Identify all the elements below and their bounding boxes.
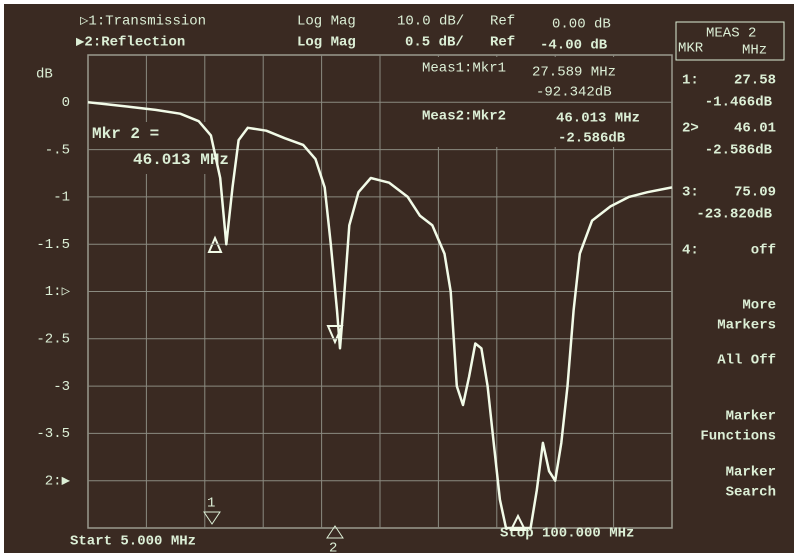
axis-marker-2: 2: [329, 541, 337, 557]
y-tick-label: -.5: [45, 142, 70, 158]
annotation-line1: Mkr 2 =: [92, 125, 159, 143]
scale2: 0.5 dB/: [405, 35, 464, 51]
panel-marker-text: 27.58: [734, 73, 776, 89]
format2: Log Mag: [297, 35, 356, 51]
softkey-label: Functions: [700, 429, 776, 445]
panel-marker-text: 2>: [682, 121, 699, 137]
y-tick-label: -3: [53, 379, 70, 395]
softkey-label: Marker: [726, 409, 776, 425]
panel-marker-text: -2.586dB: [705, 143, 773, 159]
y-tick-label: 2:▶: [45, 473, 71, 489]
softkey-label: All Off: [717, 353, 776, 369]
y-tick-label: 1:▷: [45, 284, 71, 300]
panel-marker-text: off: [751, 243, 776, 259]
panel-marker-text: 75.09: [734, 185, 776, 201]
start: Start 5.000 MHz: [70, 534, 196, 550]
ref2: Ref: [490, 35, 515, 51]
panel-marker-text: -1.466dB: [705, 95, 773, 111]
y-tick-label: -3.5: [36, 426, 70, 442]
y-tick-label: 0: [62, 95, 70, 111]
meas1-freq: 27.589 MHz: [532, 65, 616, 81]
trace2: ▶2:Reflection: [76, 35, 185, 51]
panel-marker-text: -23.820dB: [696, 207, 772, 223]
screen: ▷1:Transmission ▶2:Reflection Log Mag Lo…: [0, 0, 798, 557]
scale1: 10.0 dB/: [397, 14, 464, 30]
meas1-label: Meas1:Mkr1: [422, 61, 506, 77]
softkey-label: More: [742, 298, 776, 314]
panel-sub1: MKR: [678, 41, 704, 57]
softkey-label: Search: [726, 485, 776, 501]
ref1: Ref: [490, 14, 515, 30]
refval2: -4.00 dB: [540, 38, 608, 54]
panel-marker-text: 1:: [682, 73, 699, 89]
y-tick-label: -2.5: [36, 332, 70, 348]
trace1: ▷1:Transmission: [80, 14, 206, 30]
panel-marker-text: 3:: [682, 185, 699, 201]
panel-title: MEAS 2: [706, 26, 756, 42]
axis-marker-1: 1: [207, 496, 215, 512]
softkey-label: Marker: [726, 465, 776, 481]
format1: Log Mag: [297, 14, 356, 30]
meas2-label: Meas2:Mkr2: [422, 109, 506, 125]
y-tick-label: -1: [53, 190, 70, 206]
y-unit: dB: [36, 67, 53, 83]
panel-marker-text: 46.01: [734, 121, 776, 137]
softkey-label: Markers: [717, 318, 776, 334]
panel-sub2: MHz: [742, 43, 767, 59]
meas1-val: -92.342dB: [536, 85, 612, 101]
meas2-freq: 46.013 MHz: [556, 111, 640, 127]
refval1: 0.00 dB: [552, 17, 611, 33]
screen-bg: [4, 4, 794, 553]
panel-marker-text: 4:: [682, 243, 699, 259]
y-tick-label: -1.5: [36, 237, 70, 253]
meas2-val: -2.586dB: [558, 131, 626, 147]
